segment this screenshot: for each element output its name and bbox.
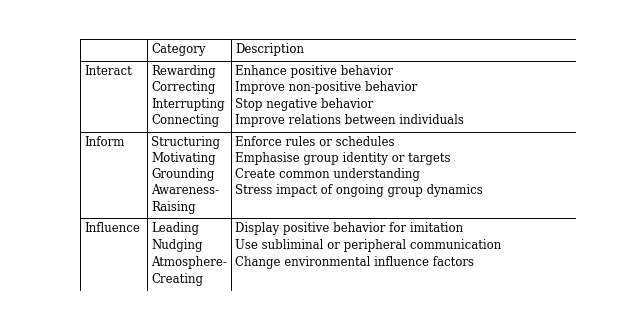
Text: Inform: Inform — [84, 136, 124, 149]
Text: Atmosphere-: Atmosphere- — [151, 256, 227, 269]
Text: Rewarding: Rewarding — [151, 65, 216, 78]
Text: Enhance positive behavior: Enhance positive behavior — [236, 65, 393, 78]
Text: Display positive behavior for imitation: Display positive behavior for imitation — [236, 222, 463, 235]
Text: Raising: Raising — [151, 201, 196, 214]
Text: Nudging: Nudging — [151, 239, 202, 252]
Text: Category: Category — [151, 43, 205, 56]
Text: Stop negative behavior: Stop negative behavior — [236, 98, 374, 111]
Text: Emphasise group identity or targets: Emphasise group identity or targets — [236, 152, 451, 165]
Text: Creating: Creating — [151, 273, 203, 286]
Text: Change environmental influence factors: Change environmental influence factors — [236, 256, 474, 269]
Text: Create common understanding: Create common understanding — [236, 168, 420, 181]
Text: Interrupting: Interrupting — [151, 98, 225, 111]
Text: Correcting: Correcting — [151, 81, 215, 94]
Text: Structuring: Structuring — [151, 136, 220, 149]
Text: Connecting: Connecting — [151, 114, 219, 127]
Text: Motivating: Motivating — [151, 152, 216, 165]
Text: Leading: Leading — [151, 222, 199, 235]
Text: Awareness-: Awareness- — [151, 184, 219, 198]
Text: Improve relations between individuals: Improve relations between individuals — [236, 114, 464, 127]
Text: Influence: Influence — [84, 222, 140, 235]
Text: Improve non-positive behavior: Improve non-positive behavior — [236, 81, 417, 94]
Text: Enforce rules or schedules: Enforce rules or schedules — [236, 136, 395, 149]
Text: Use subliminal or peripheral communication: Use subliminal or peripheral communicati… — [236, 239, 502, 252]
Text: Description: Description — [236, 43, 304, 56]
Text: Stress impact of ongoing group dynamics: Stress impact of ongoing group dynamics — [236, 184, 483, 198]
Text: Interact: Interact — [84, 65, 132, 78]
Text: Grounding: Grounding — [151, 168, 214, 181]
